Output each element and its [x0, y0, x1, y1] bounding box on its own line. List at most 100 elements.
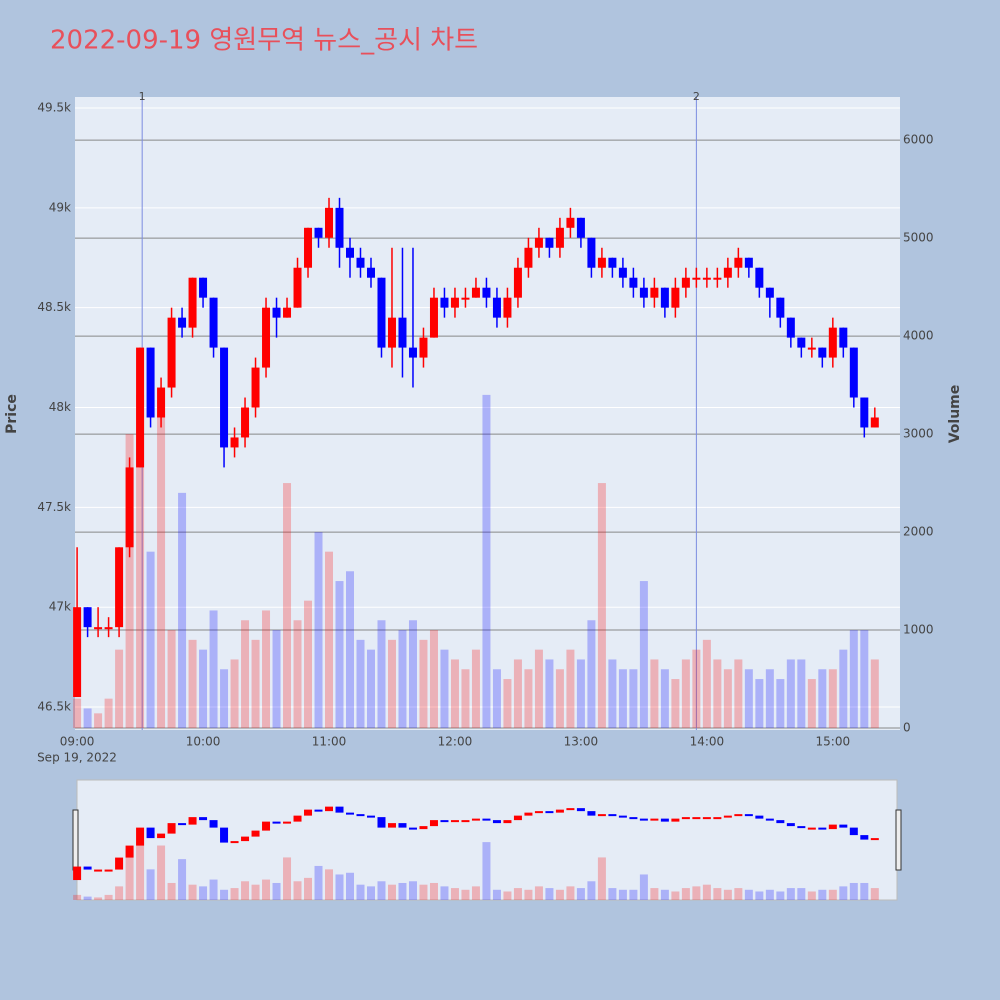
- volume-bar: [262, 610, 271, 729]
- slider-candle: [849, 827, 858, 836]
- candle-body: [860, 397, 869, 428]
- volume-bar: [419, 639, 428, 729]
- volume-bar: [660, 669, 669, 729]
- y2-tick-label: 4000: [903, 329, 934, 343]
- candle-body: [513, 267, 522, 298]
- chart-title: 2022-09-19 영원무역 뉴스_공시 차트: [50, 26, 478, 56]
- volume-bar: [713, 659, 722, 729]
- volume-bar: [534, 649, 543, 729]
- candle-body: [576, 217, 585, 238]
- volume-bar: [398, 630, 407, 729]
- slider-volume-bar: [702, 884, 711, 900]
- slider-volume-bar: [482, 842, 491, 900]
- volume-bar: [199, 649, 208, 729]
- volume-bar: [776, 679, 785, 729]
- slider-candle: [818, 827, 827, 830]
- slider-volume-bar: [136, 842, 145, 900]
- plot-area: [75, 97, 900, 730]
- volume-bar: [482, 394, 491, 729]
- volume-bar: [471, 649, 480, 729]
- candle-body: [566, 217, 575, 228]
- volume-bar: [650, 659, 659, 729]
- candle-body: [377, 277, 386, 348]
- slider-volume-bar: [765, 889, 774, 900]
- candle-body: [283, 307, 292, 318]
- slider-candle: [241, 836, 250, 842]
- candle-body: [702, 277, 711, 280]
- slider-candle: [408, 827, 417, 830]
- range-slider[interactable]: [76, 779, 898, 901]
- candle-body: [870, 417, 879, 428]
- volume-bar: [576, 659, 585, 729]
- volume-bar: [555, 669, 564, 729]
- volume-bar: [797, 659, 806, 729]
- candle-body: [199, 277, 208, 298]
- slider-volume-bar: [503, 891, 512, 900]
- slider-candle: [692, 817, 701, 820]
- slider-candle: [471, 818, 480, 821]
- slider-volume-bar: [597, 857, 606, 900]
- slider-candle: [839, 824, 848, 828]
- candle-body: [304, 227, 313, 268]
- volume-bar: [450, 659, 459, 729]
- candle-body: [262, 307, 271, 368]
- slider-volume-bar: [220, 889, 229, 900]
- volume-bar: [744, 669, 753, 729]
- slider-volume-bar: [251, 884, 260, 900]
- slider-candle: [356, 814, 365, 817]
- slider-candle: [870, 838, 879, 841]
- volume-bar: [209, 610, 218, 729]
- slider-candle: [524, 812, 533, 816]
- slider-handle-right[interactable]: [895, 809, 902, 871]
- y2-tick-label: 6000: [903, 133, 934, 147]
- volume-bar: [671, 679, 680, 729]
- y-tick-label: 49.5k: [37, 100, 71, 114]
- slider-volume-bar: [692, 886, 701, 900]
- slider-volume-bar: [681, 888, 690, 900]
- slider-candle: [860, 835, 869, 840]
- slider-candle: [797, 826, 806, 829]
- candle-body: [492, 297, 501, 318]
- slider-volume-bar: [471, 886, 480, 900]
- slider-volume-bar: [660, 889, 669, 900]
- candle-body: [157, 387, 166, 418]
- volume-bar: [870, 659, 879, 729]
- candle-body: [83, 607, 92, 628]
- candle-body: [524, 247, 533, 268]
- slider-candle: [199, 817, 208, 821]
- slider-volume-bar: [608, 888, 617, 900]
- slider-volume-bar: [199, 886, 208, 900]
- volume-bar: [734, 659, 743, 729]
- volume-bar: [387, 639, 396, 729]
- slider-volume-bar: [346, 872, 354, 900]
- slider-volume-bar: [272, 882, 281, 900]
- volume-bar: [325, 551, 334, 729]
- slider-volume-bar: [513, 888, 522, 900]
- slider-candle: [503, 820, 512, 824]
- slider-candle: [681, 817, 690, 820]
- slider-volume-bar: [230, 888, 239, 900]
- slider-volume-bar: [377, 881, 386, 900]
- slider-candle: [167, 823, 176, 834]
- candle-body: [188, 277, 197, 328]
- slider-candle: [136, 827, 145, 846]
- slider-handle-left[interactable]: [72, 809, 79, 871]
- candle-body: [146, 347, 155, 418]
- slider-candle: [314, 809, 323, 812]
- slider-candle: [534, 811, 543, 814]
- candle-body: [807, 347, 816, 350]
- candle-body: [713, 277, 722, 280]
- slider-volume-bar: [304, 877, 313, 900]
- slider-candle: [755, 815, 764, 819]
- volume-bar: [104, 698, 113, 729]
- candle-body: [387, 317, 396, 348]
- slider-candle: [125, 845, 134, 858]
- x-tick-label: 10:00: [186, 735, 221, 749]
- candle-body: [545, 237, 554, 248]
- candle-body: [755, 267, 764, 288]
- volume-bar: [283, 483, 292, 729]
- candle-body: [104, 627, 113, 630]
- volume-bar: [429, 630, 438, 729]
- y-tick-label: 47.5k: [37, 500, 71, 514]
- volume-bar: [83, 708, 92, 729]
